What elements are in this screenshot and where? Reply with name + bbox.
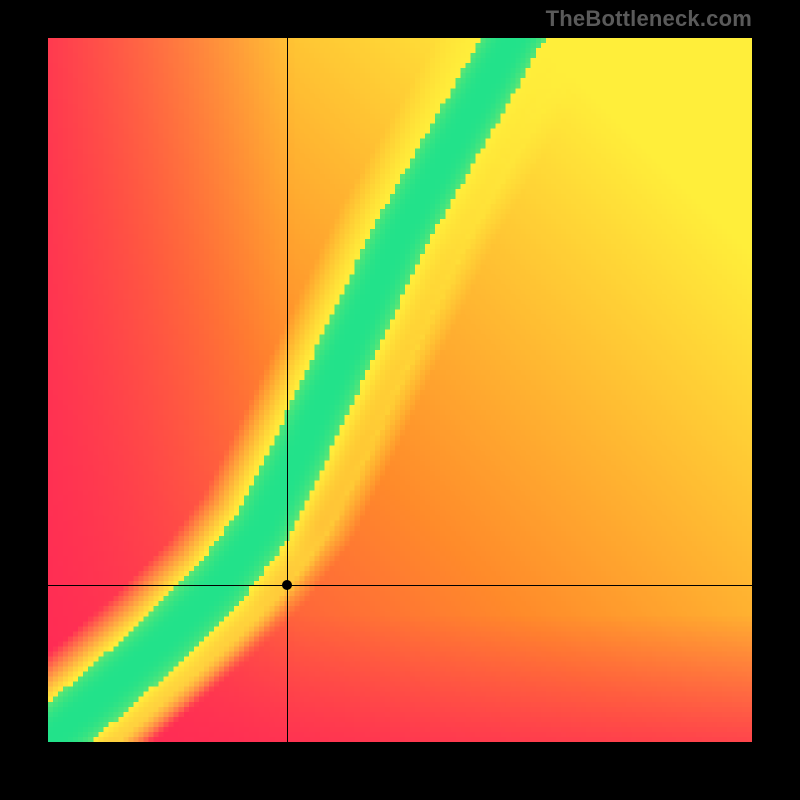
watermark-text: TheBottleneck.com <box>546 6 752 32</box>
crosshair-vertical <box>287 38 288 742</box>
crosshair-horizontal <box>48 585 752 586</box>
plot-area <box>48 38 752 742</box>
chart-container: TheBottleneck.com <box>0 0 800 800</box>
heatmap-canvas <box>48 38 752 742</box>
marker-dot <box>282 580 292 590</box>
